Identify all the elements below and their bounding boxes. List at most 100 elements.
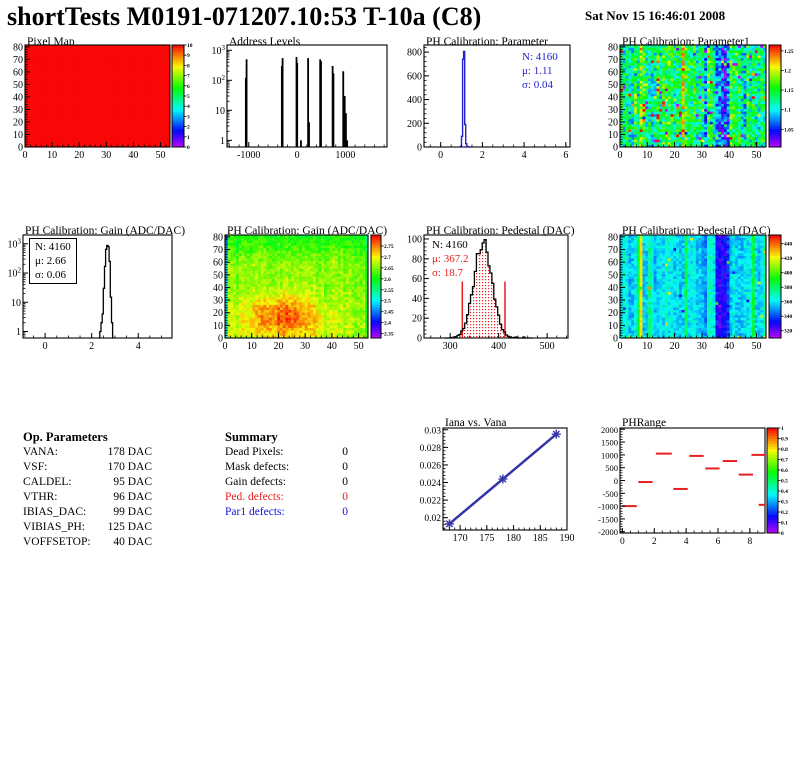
summary-label: Ped. defects: xyxy=(225,491,284,503)
svg-text:10: 10 xyxy=(642,150,652,161)
svg-text:40: 40 xyxy=(608,92,618,103)
svg-text:4: 4 xyxy=(187,104,190,110)
svg-text:40: 40 xyxy=(724,150,734,161)
svg-text:0: 0 xyxy=(23,150,28,161)
svg-text:-1000: -1000 xyxy=(237,150,260,161)
svg-text:10: 10 xyxy=(608,130,618,141)
param-label: CALDEL: xyxy=(23,476,72,488)
svg-text:20: 20 xyxy=(74,150,84,161)
panel-title: PH Calibration: Gain (ADC/DAC) xyxy=(25,225,186,237)
summary-block: Summary Dead Pixels: 0 Mask defects: 0 Gai… xyxy=(199,409,398,599)
address-levels-panel: Address Levels -1000 0 1000 1 10 102 103 xyxy=(199,35,398,225)
svg-text:1.15: 1.15 xyxy=(784,88,794,94)
param-label: VOFFSETOP: xyxy=(23,536,91,548)
stat-mean: μ: 367.2 xyxy=(432,253,469,265)
svg-text:1: 1 xyxy=(16,327,21,338)
svg-text:40: 40 xyxy=(128,150,138,161)
svg-text:1000: 1000 xyxy=(335,150,355,161)
svg-text:50: 50 xyxy=(608,80,618,91)
svg-text:200: 200 xyxy=(407,119,422,130)
svg-text:4: 4 xyxy=(136,341,141,352)
panel-title: PH Calibration: Gain (ADC/DAC) xyxy=(227,225,388,237)
ph-calibration-parameter-plot: 0 2 4 6 0 200 400 600 800 xyxy=(407,44,571,161)
ph-parameter1-map-panel: PH Calibration: Parameter1 0 10 20 30 40 50 0 1… xyxy=(597,35,796,225)
svg-text:0: 0 xyxy=(438,150,443,161)
timestamp: Sat Nov 15 16:46:01 2008 xyxy=(585,8,726,23)
svg-text:7: 7 xyxy=(187,74,190,80)
svg-text:2: 2 xyxy=(89,341,94,352)
param-label: VTHR: xyxy=(23,491,58,503)
stat-entries: N: 4160 xyxy=(35,241,71,253)
svg-text:20: 20 xyxy=(670,150,680,161)
svg-text:10: 10 xyxy=(13,130,23,141)
summary-value: 0 xyxy=(342,446,348,458)
summary-value: 0 xyxy=(342,506,348,518)
svg-text:20: 20 xyxy=(608,117,618,128)
svg-text:40: 40 xyxy=(13,92,23,103)
svg-text:0: 0 xyxy=(295,150,300,161)
svg-text:103: 103 xyxy=(8,237,22,250)
ph-calibration-parameter1-plot: 0 10 20 30 40 50010203040506070801.051.11.151… xyxy=(608,42,794,161)
param-value: 170 DAC xyxy=(107,461,152,473)
stat-mean: μ: 1.11 xyxy=(522,65,553,77)
ph-parameter-panel: PH Calibration: Parameter N: 4160 μ: 1.1… xyxy=(398,35,597,225)
stat-sigma: σ: 0.04 xyxy=(522,79,553,91)
address-levels-plot: -1000 0 1000 1 10 102 103 xyxy=(212,44,388,161)
svg-text:60: 60 xyxy=(608,67,618,78)
svg-text:30: 30 xyxy=(13,105,23,116)
svg-text:10: 10 xyxy=(47,150,57,161)
op-parameters-block: Op. Parameters VANA: 178 DAC VSF: 170 DAC … xyxy=(0,409,199,599)
svg-text:4: 4 xyxy=(522,150,527,161)
svg-text:60: 60 xyxy=(13,67,23,78)
param-label: VIBIAS_PH: xyxy=(23,521,85,533)
svg-text:70: 70 xyxy=(608,55,618,66)
gain-hist-panel: PH Calibration: Gain (ADC/DAC) N: 4160 μ… xyxy=(0,222,199,412)
stat-entries: N: 4160 xyxy=(522,51,558,63)
summary-label: Dead Pixels: xyxy=(225,446,284,458)
panel-title: PHRange xyxy=(622,417,667,429)
svg-text:50: 50 xyxy=(751,150,761,161)
op-parameters-heading: Op. Parameters xyxy=(23,430,108,444)
pedestal-map-panel: PH Calibration: Pedestal (DAC) 0 10 20 30 40… xyxy=(597,222,796,412)
param-value: 95 DAC xyxy=(113,476,152,488)
svg-text:10: 10 xyxy=(187,43,193,49)
panel-title: PH Calibration: Pedestal (DAC) xyxy=(622,225,771,237)
svg-text:0: 0 xyxy=(43,341,48,352)
stats-box: N: 4160 μ: 367.2 σ: 18.7 xyxy=(432,238,468,280)
svg-text:6: 6 xyxy=(187,84,190,90)
svg-text:1.1: 1.1 xyxy=(784,108,791,114)
stat-entries: N: 4160 xyxy=(432,239,468,251)
svg-text:400: 400 xyxy=(407,95,422,106)
param-value: 96 DAC xyxy=(113,491,152,503)
iana-vs-vana-plot: 170 175 180 185 1900.020.0220.0240.0260.0280… xyxy=(420,426,575,544)
param-value: 178 DAC xyxy=(107,446,152,458)
svg-text:103: 103 xyxy=(212,44,226,57)
summary-value: 0 xyxy=(342,476,348,488)
svg-text:8: 8 xyxy=(187,63,190,69)
page-title: shortTests M0191-071207.10:53 T-10a (C8) xyxy=(7,2,482,31)
svg-text:3: 3 xyxy=(187,114,190,120)
ph-calibration-pedestal-map-plot: 0 10 20 30 40 5001020304050607080320340360380… xyxy=(608,232,793,352)
svg-text:600: 600 xyxy=(407,71,422,82)
svg-text:1: 1 xyxy=(187,135,190,141)
iana-vs-vana-panel: Iana vs. Vana 170 175 180 185 190 0.02 0.022 0.… xyxy=(398,409,597,599)
svg-text:1.05: 1.05 xyxy=(784,127,794,133)
svg-text:30: 30 xyxy=(608,105,618,116)
svg-text:50: 50 xyxy=(156,150,166,161)
stat-mean: μ: 2.66 xyxy=(35,255,66,267)
svg-text:2: 2 xyxy=(480,150,485,161)
svg-text:2: 2 xyxy=(187,125,190,131)
svg-text:10: 10 xyxy=(11,298,21,309)
svg-text:80: 80 xyxy=(608,42,618,53)
phrange-plot: 0 2 4 6 82000150010005000-500-1000-1500-2000… xyxy=(598,425,788,547)
panel-title: PH Calibration: Pedestal (DAC) xyxy=(426,225,575,237)
svg-text:0: 0 xyxy=(618,150,623,161)
svg-text:30: 30 xyxy=(697,150,707,161)
svg-text:20: 20 xyxy=(13,117,23,128)
stat-sigma: σ: 0.06 xyxy=(35,269,66,281)
svg-text:102: 102 xyxy=(8,267,22,280)
summary-label: Par1 defects: xyxy=(225,506,285,518)
